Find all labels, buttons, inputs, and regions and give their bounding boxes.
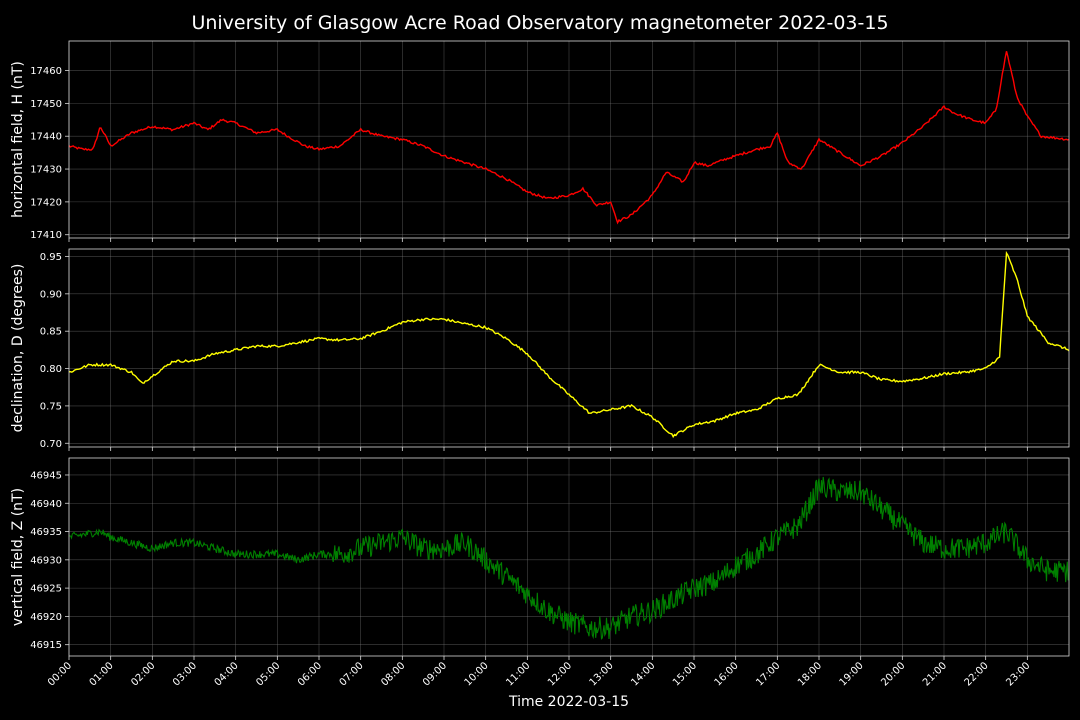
y-tick-label: 46930 <box>30 555 62 566</box>
y-tick-label: 0.95 <box>40 252 62 263</box>
series-line-horizontal-field <box>68 51 1070 225</box>
y-tick-label: 46925 <box>30 584 62 595</box>
x-axis-label: Time 2022-03-15 <box>508 694 629 710</box>
series-line-vertical-field <box>68 476 1069 640</box>
y-tick-label: 46920 <box>30 612 62 623</box>
y-tick-label: 46935 <box>30 527 62 538</box>
axes-frame <box>68 248 1070 448</box>
y-tick-label: 17430 <box>30 165 62 176</box>
y-tick-label: 17460 <box>30 66 62 77</box>
y-axis-label-horizontal-field: horizontal field, H (nT) <box>10 61 26 218</box>
y-tick-label: 0.70 <box>40 439 62 450</box>
chart-title: University of Glasgow Acre Road Observat… <box>191 12 888 34</box>
y-tick-label: 0.75 <box>40 401 62 412</box>
series-line-declination <box>68 250 1070 439</box>
panel-horizontal-field: 17410 17420 17430 17440 17450 17460 horizontal… <box>10 40 1070 242</box>
y-tick-label: 46945 <box>30 470 62 481</box>
y-tick-label: 46915 <box>30 640 62 651</box>
panel-declination: 0.70 0.75 0.80 0.85 0.90 0.95 declination, D (… <box>10 248 1070 451</box>
y-tick-label: 0.90 <box>40 289 62 300</box>
y-tick-label: 17450 <box>30 99 62 110</box>
y-tick-label: 0.80 <box>40 364 62 375</box>
axes-frame <box>68 40 1070 239</box>
y-axis-label-declination: declination, D (degrees) <box>10 264 26 433</box>
y-tick-label: 0.85 <box>40 327 62 338</box>
y-axis-label-vertical-field: vertical field, Z (nT) <box>10 488 26 626</box>
y-tick-label: 17440 <box>30 132 62 143</box>
y-tick-label: 17420 <box>30 197 62 208</box>
y-tick-label: 46940 <box>30 499 62 510</box>
axes-frame <box>68 457 1070 657</box>
panel-vertical-field: 46915 46920 46925 46930 46935 46940 46945 verti… <box>10 457 1070 660</box>
y-tick-label: 17410 <box>30 230 62 241</box>
